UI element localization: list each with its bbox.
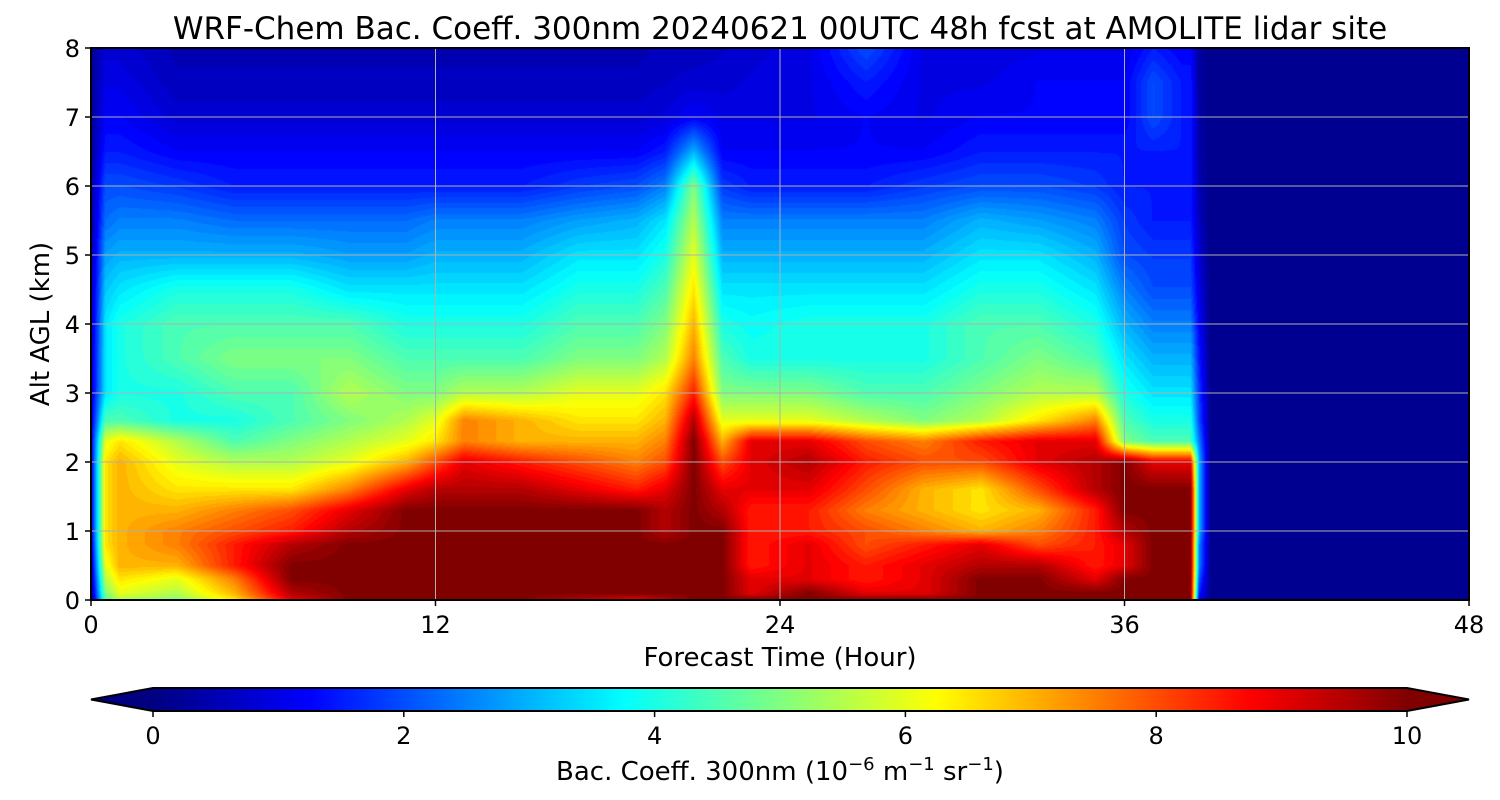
y-tick-label: 1 bbox=[65, 518, 80, 546]
x-tick-label: 24 bbox=[765, 611, 796, 639]
colorbar-tick-label: 6 bbox=[898, 722, 913, 750]
x-tick-label: 0 bbox=[83, 611, 98, 639]
colorbar-gradient bbox=[153, 688, 1407, 711]
y-tick-label: 6 bbox=[65, 173, 80, 201]
chart-title: WRF-Chem Bac. Coeff. 300nm 20240621 00UT… bbox=[173, 11, 1387, 47]
colorbar-upper-extension bbox=[1407, 688, 1469, 711]
x-axis-ticks: 0 12 24 36 48 bbox=[83, 600, 1484, 639]
colorbar-tick-label: 4 bbox=[647, 722, 662, 750]
x-tick-label: 48 bbox=[1454, 611, 1485, 639]
colorbar-tick-label: 8 bbox=[1149, 722, 1164, 750]
colorbar-tick-label: 0 bbox=[145, 722, 160, 750]
x-axis-label: Forecast Time (Hour) bbox=[643, 643, 916, 673]
y-tick-label: 8 bbox=[65, 35, 80, 63]
y-axis-ticks: 0 1 2 3 4 5 6 7 8 bbox=[65, 35, 91, 615]
y-tick-label: 0 bbox=[65, 587, 80, 615]
colorbar-lower-extension bbox=[91, 688, 153, 711]
x-tick-label: 12 bbox=[420, 611, 451, 639]
y-axis-label: Alt AGL (km) bbox=[26, 242, 56, 406]
y-tick-label: 5 bbox=[65, 242, 80, 270]
colorbar-ticks: 0 2 4 6 8 10 bbox=[145, 711, 1422, 750]
y-tick-label: 3 bbox=[65, 380, 80, 408]
y-tick-label: 4 bbox=[65, 311, 80, 339]
grid bbox=[91, 48, 1469, 600]
colorbar-tick-label: 2 bbox=[396, 722, 411, 750]
colorbar-label: Bac. Coeff. 300nm (10−6 m−1 sr−1) bbox=[556, 754, 1004, 788]
x-tick-label: 36 bbox=[1109, 611, 1140, 639]
y-tick-label: 7 bbox=[65, 104, 80, 132]
y-tick-label: 2 bbox=[65, 449, 80, 477]
colorbar: 0 2 4 6 8 10 Bac. Coeff. 300nm (10−6 m−1 sr−1… bbox=[90, 687, 1470, 788]
colorbar-tick-label: 10 bbox=[1392, 722, 1423, 750]
